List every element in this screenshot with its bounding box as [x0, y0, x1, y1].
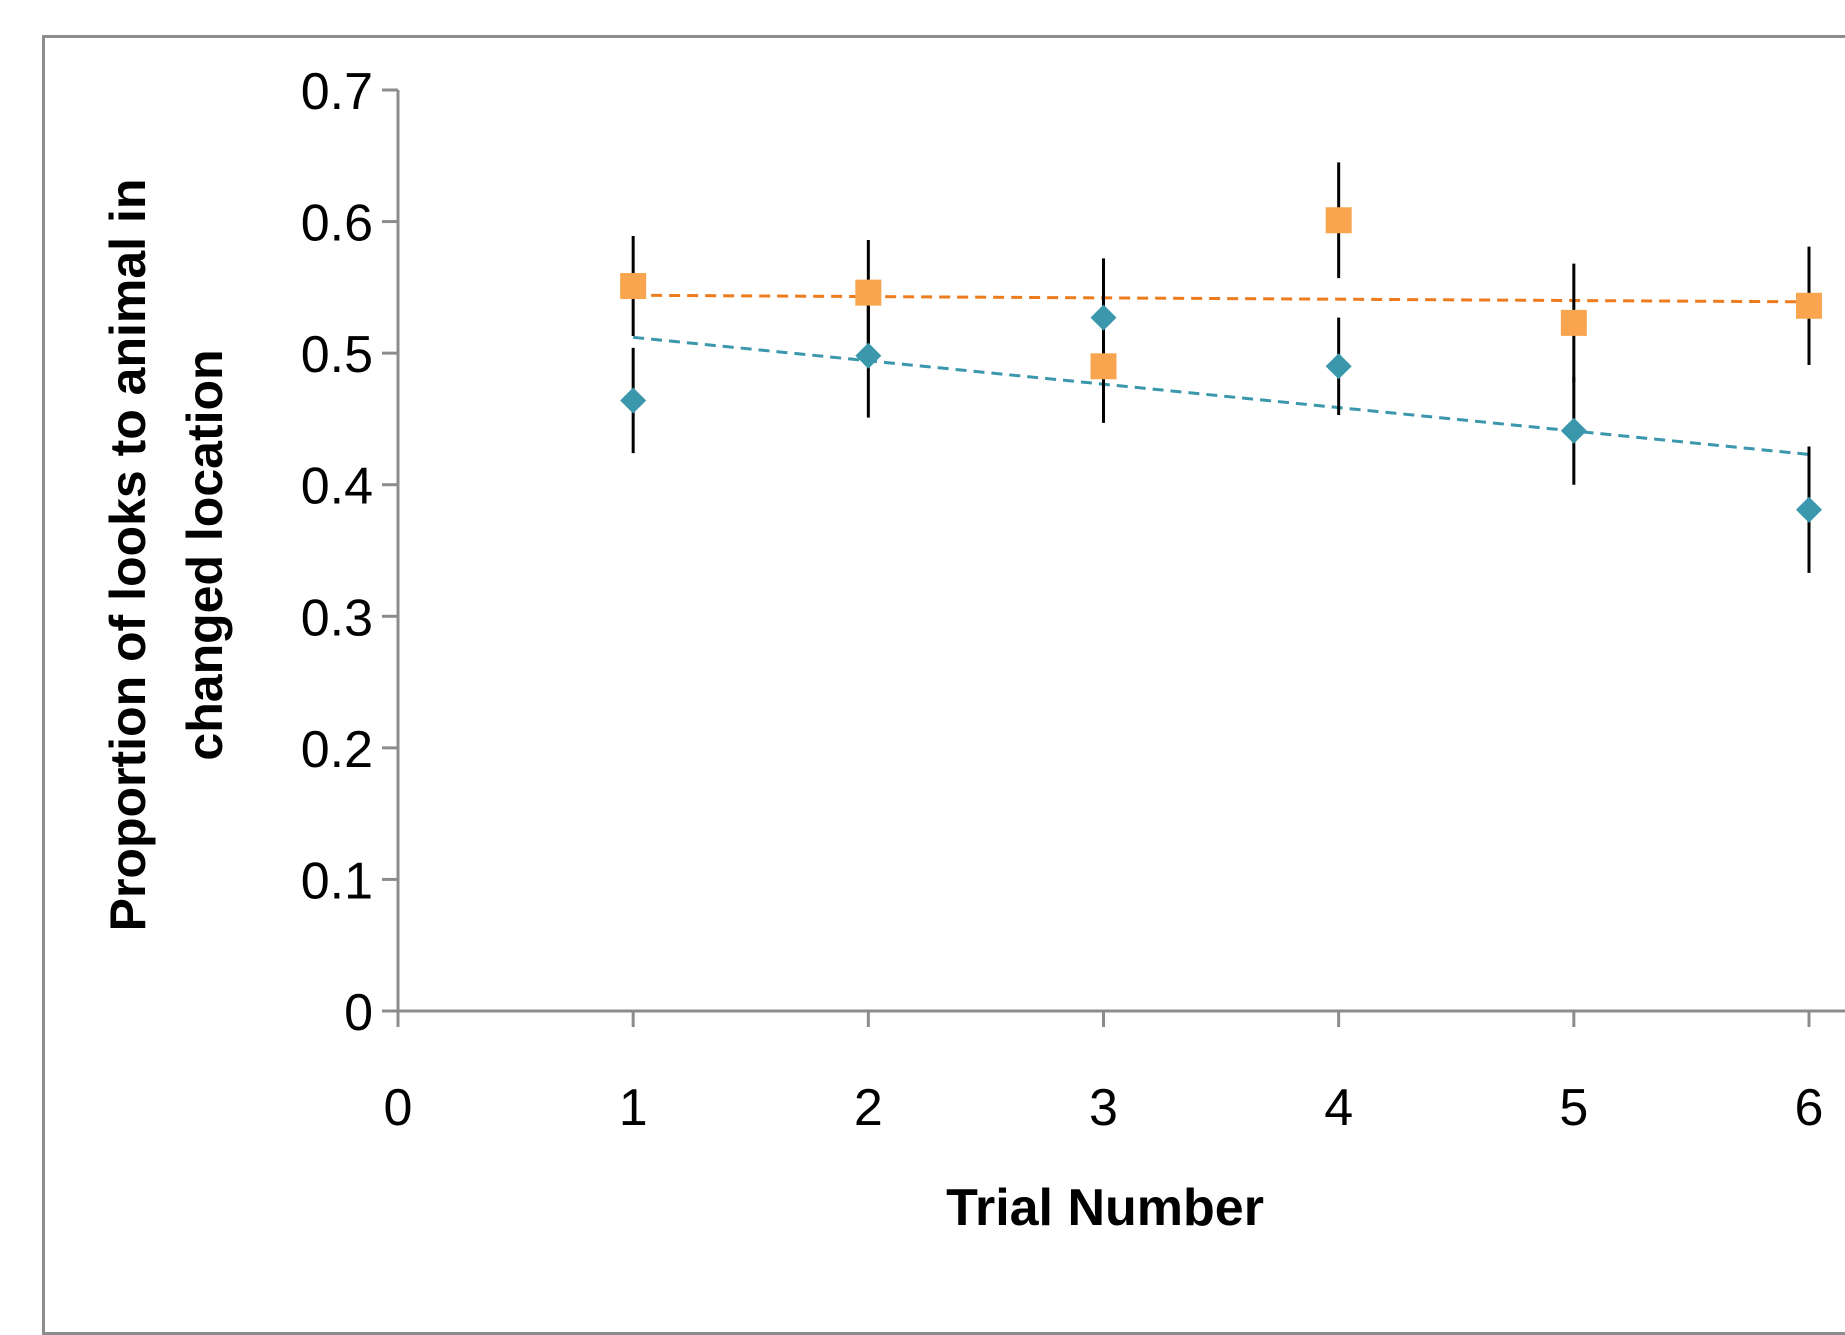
y-tick-label: 0.4: [301, 458, 373, 516]
data-point-square: [1325, 207, 1352, 234]
y-tick-label: 0.1: [301, 852, 373, 910]
scatter-chart: Proportion of looks to animal in changed…: [100, 63, 1845, 1237]
data-point-square: [1560, 309, 1587, 336]
data-point-diamond: [1325, 353, 1352, 380]
y-tick-label: 0.6: [301, 195, 373, 253]
y-tick-label: 0: [344, 984, 373, 1042]
data-point-diamond: [855, 342, 882, 369]
x-tick-label: 0: [384, 1079, 413, 1137]
x-axis-title: Trial Number: [946, 1179, 1264, 1237]
data-point-square: [855, 279, 882, 306]
data-point-square: [1090, 353, 1117, 380]
y-axis-title: Proportion of looks to animal in changed…: [100, 179, 233, 932]
axes: 0 0.1 0.2 0.3 0.4 0.5 0.6 0.7 0 1 2 3 4 5 6: [301, 63, 1845, 1137]
x-tick-label: 4: [1324, 1079, 1353, 1137]
trendline-series-1: [633, 293, 1810, 304]
data-point-diamond: [1560, 417, 1587, 444]
y-tick-label: 0.7: [301, 63, 373, 121]
chart-frame: [42, 35, 1845, 1335]
x-tick-label: 5: [1559, 1079, 1588, 1137]
y-tick-label: 0.5: [301, 326, 373, 384]
x-tick-label: 3: [1089, 1079, 1118, 1137]
data-point-square: [620, 273, 647, 300]
data-point-square: [1796, 292, 1822, 319]
y-axis-title-line-1: Proportion of looks to animal in: [100, 179, 156, 932]
trendline-series-2: [633, 335, 1810, 456]
error-bars: [631, 162, 1811, 573]
data-point-diamond: [1090, 304, 1117, 331]
y-tick-label: 0.3: [301, 589, 373, 647]
data-markers: [620, 207, 1822, 523]
x-tick-label: 1: [619, 1079, 648, 1137]
x-tick-label: 6: [1795, 1079, 1824, 1137]
data-point-diamond: [620, 387, 647, 414]
data-point-diamond: [1796, 496, 1822, 523]
x-tick-label: 2: [854, 1079, 883, 1137]
y-axis-title-line-2: changed location: [177, 349, 233, 760]
y-tick-label: 0.2: [301, 721, 373, 779]
trendlines: [633, 293, 1810, 456]
